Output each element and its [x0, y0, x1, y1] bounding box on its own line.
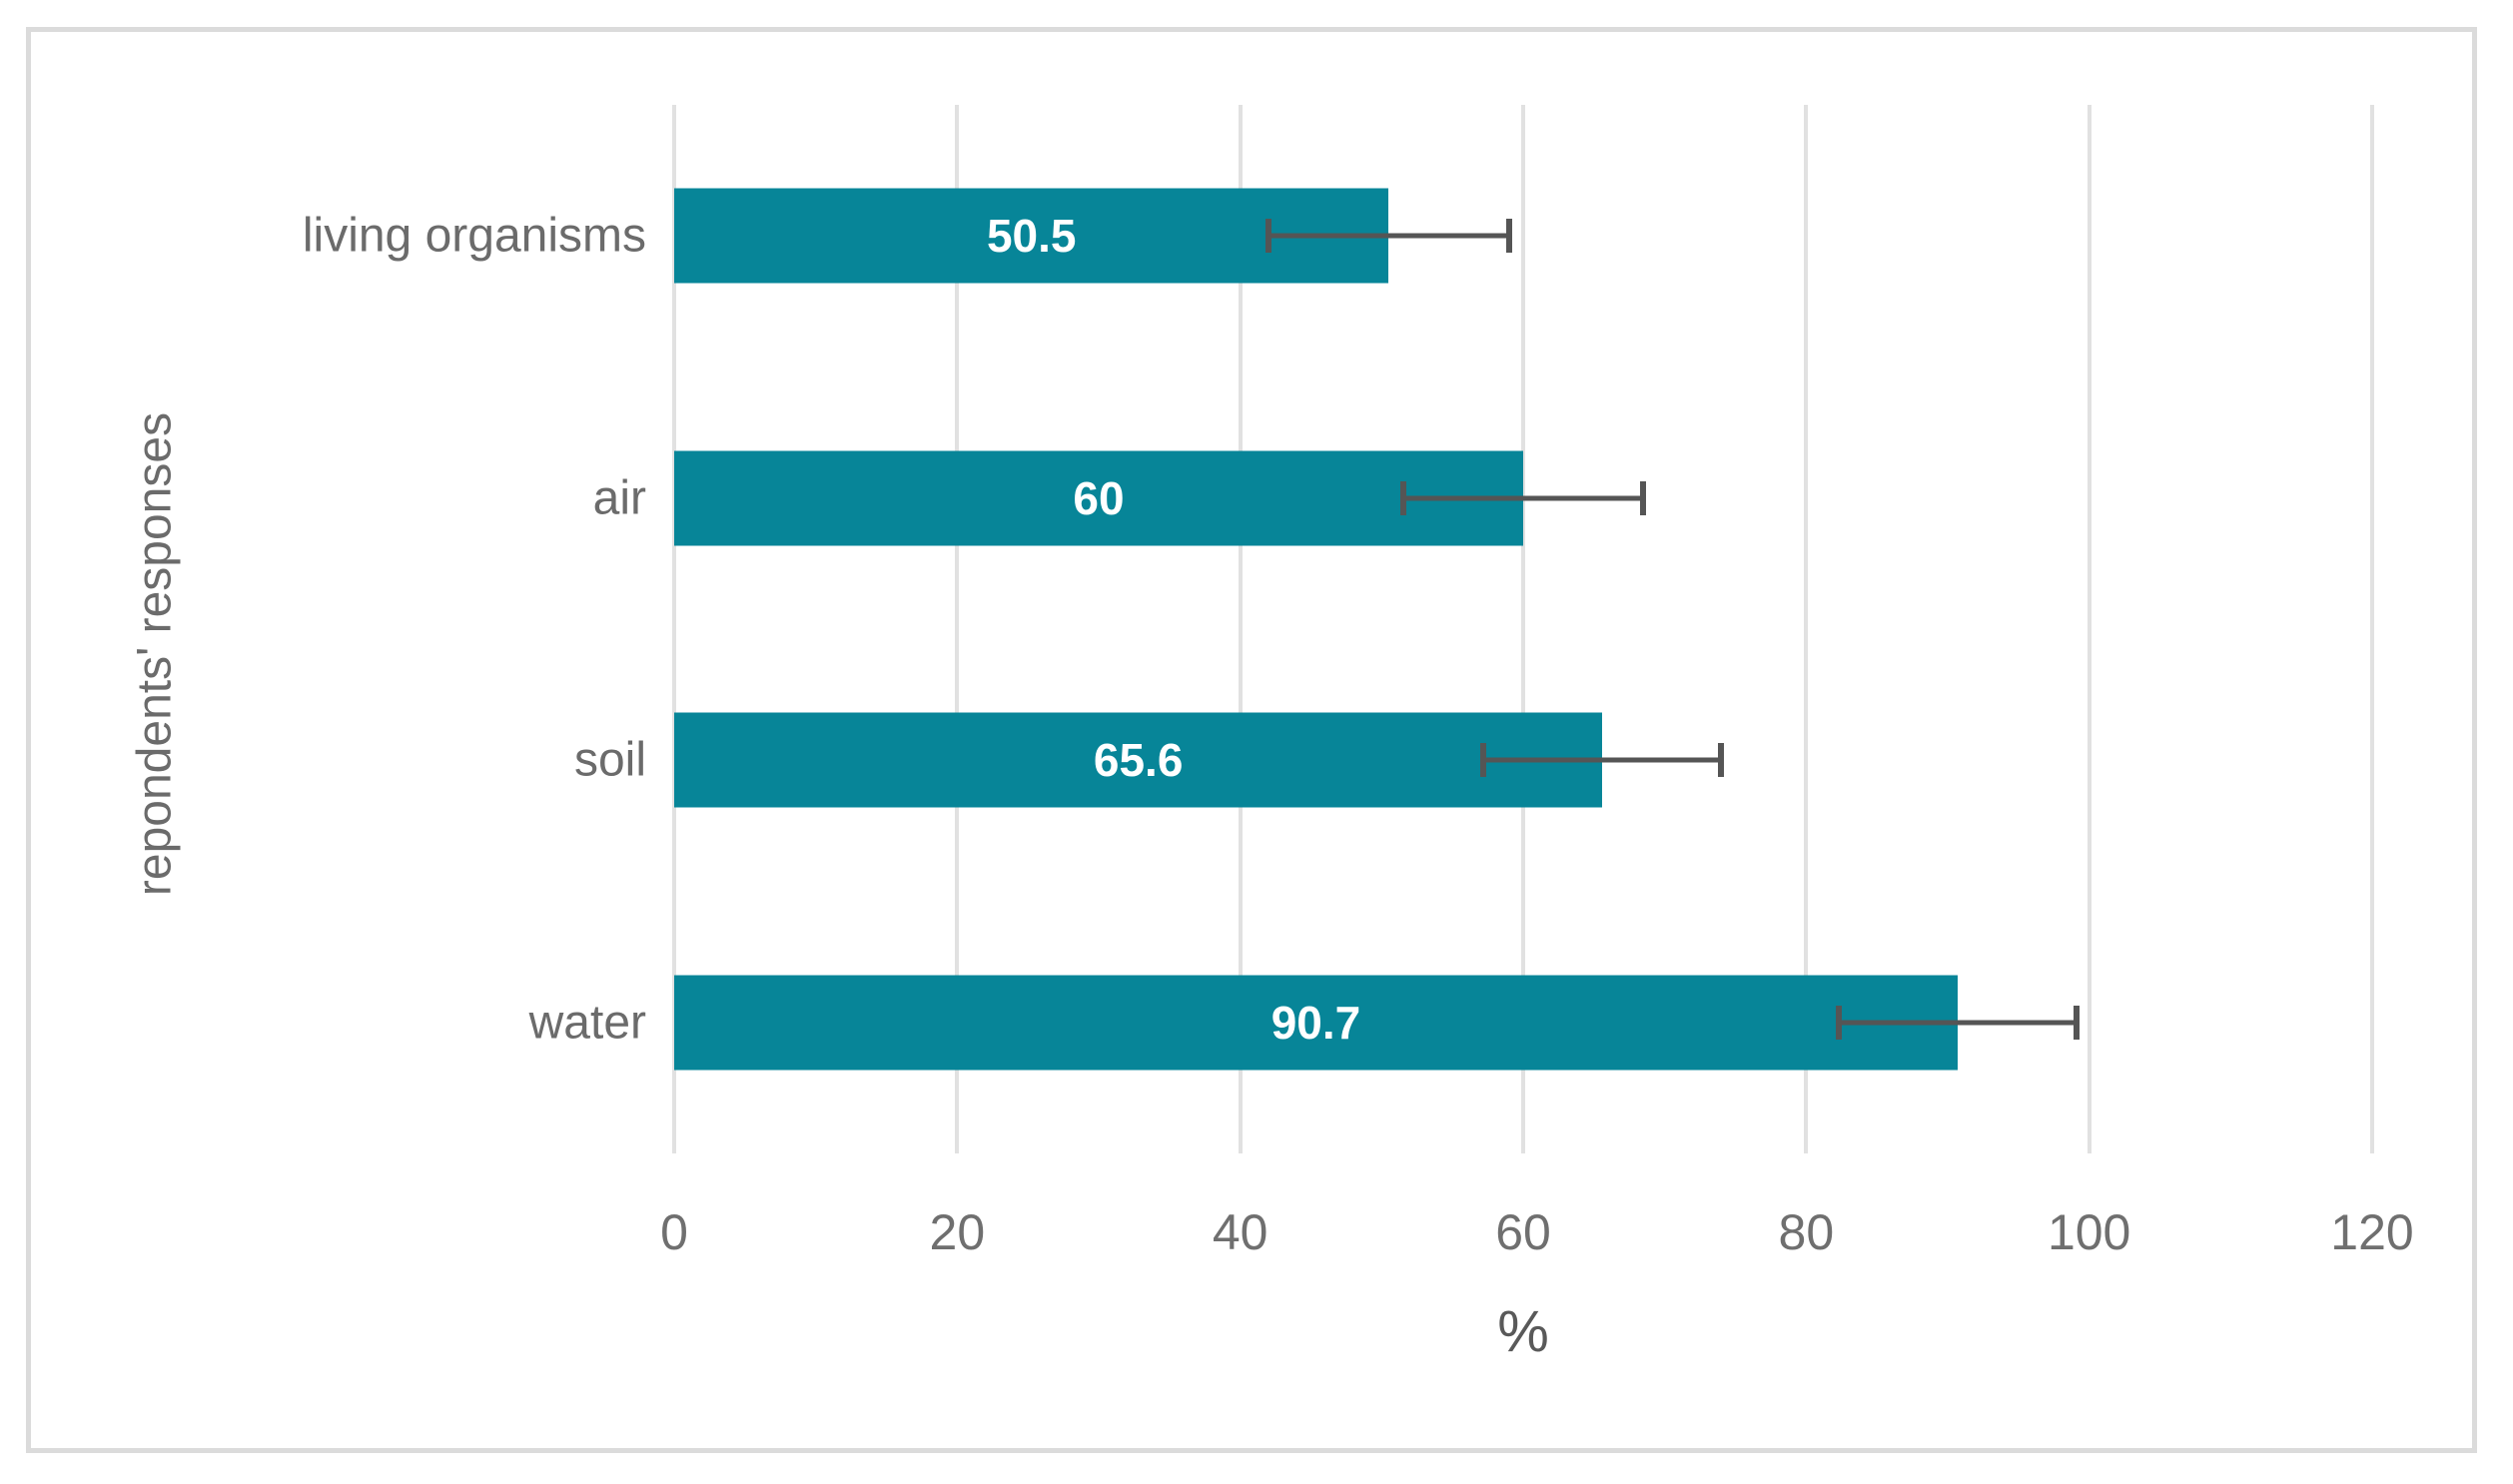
- error-bar-cap-left: [1265, 219, 1271, 254]
- error-bar-line: [1483, 757, 1722, 763]
- bar-value-label: 50.5: [986, 210, 1077, 263]
- error-bar-cap-left: [1399, 480, 1406, 515]
- bar-air: [674, 450, 1523, 546]
- gridline: [2370, 105, 2374, 1153]
- gridline: [955, 105, 960, 1153]
- error-bar-cap-left: [1480, 743, 1487, 778]
- category-label-living-organisms: living organisms: [302, 209, 646, 263]
- x-tick-label-100: 100: [2047, 1204, 2131, 1260]
- error-bar-cap-right: [1505, 219, 1512, 254]
- error-bar-line: [1838, 1020, 2077, 1026]
- plot-area: 50.5 60 65.6 90.7: [672, 105, 2374, 1153]
- error-bar-line: [1402, 495, 1644, 501]
- error-bar-cap-right: [1640, 480, 1647, 515]
- category-label-air: air: [592, 471, 646, 525]
- gridline: [1804, 105, 1809, 1153]
- error-bar-cap-right: [1718, 743, 1725, 778]
- y-axis-title: repondents' responses: [128, 411, 182, 897]
- x-tick-label-0: 0: [660, 1204, 688, 1260]
- bar-value-label: 65.6: [1093, 734, 1184, 787]
- bar-soil: [674, 712, 1603, 808]
- category-label-water: water: [528, 996, 646, 1050]
- gridline: [672, 105, 676, 1153]
- gridline: [1521, 105, 1525, 1153]
- error-bar-cap-left: [1835, 1005, 1842, 1040]
- x-axis-title: %: [1497, 1299, 1549, 1364]
- gridline: [1238, 105, 1243, 1153]
- x-tick-label-20: 20: [929, 1204, 986, 1260]
- x-tick-label-120: 120: [2330, 1204, 2414, 1260]
- error-bar-line: [1268, 233, 1509, 239]
- bar-value-label: 60: [1073, 471, 1125, 524]
- bar-water: [674, 975, 1958, 1071]
- x-tick-label-40: 40: [1212, 1204, 1268, 1260]
- x-tick-label-80: 80: [1778, 1204, 1835, 1260]
- x-tick-label-60: 60: [1495, 1204, 1551, 1260]
- category-label-soil: soil: [573, 733, 646, 787]
- bar-value-label: 90.7: [1270, 996, 1361, 1049]
- gridline: [2087, 105, 2092, 1153]
- error-bar-cap-right: [2073, 1005, 2080, 1040]
